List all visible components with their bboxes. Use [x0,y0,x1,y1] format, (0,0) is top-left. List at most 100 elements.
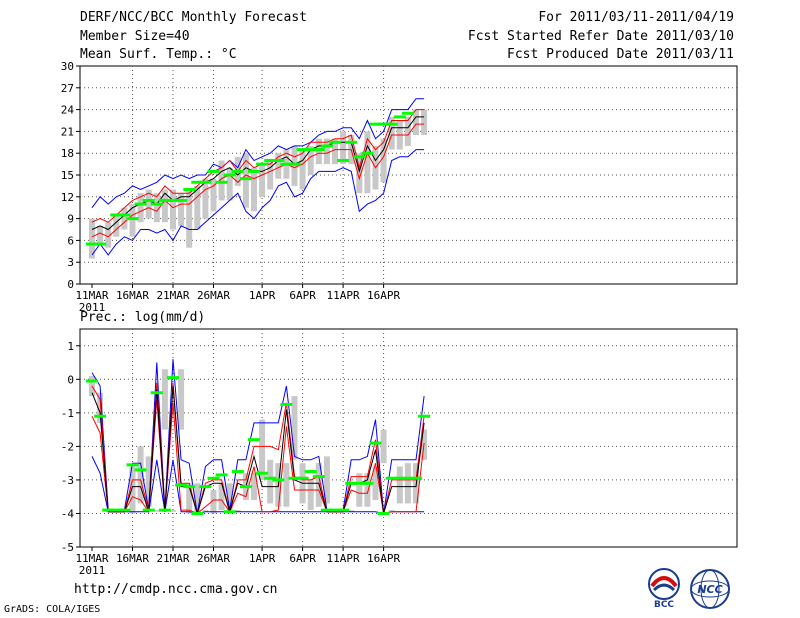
prec-spread-box [267,459,274,504]
prec-y-tick-label: 0 [67,373,74,386]
prec-spread-box [404,463,411,504]
temp-spread-box [226,167,233,201]
ncc-logo-text: NCC [697,583,722,596]
grads-credit: GrADS: COLA/IGES [4,604,101,615]
temp-spread-box [178,193,185,226]
prec-spread-box [251,473,257,501]
temp-spread-box [153,193,160,223]
temp-spread-box [105,222,112,248]
temp-spread-box [194,185,201,230]
prec-spread-box [186,483,193,514]
precipitation-panel: -5 -4 -3 -2 -1 0 1 11MAR 16MAR 21MAR 26MAR 1APR 6APR… [61,328,738,577]
prec-spread-box [129,466,136,514]
prec-spread-box [388,510,395,512]
temp-x-tick-label: 21MAR [156,289,189,302]
forecast-start-date: Fcst Started Refer Date 2011/03/10 [467,29,734,44]
temp-x-tick-label: 26MAR [197,289,230,302]
prec-spread-box [218,483,225,511]
prec-spread-box [178,369,185,430]
prec-spread-box [283,463,290,507]
temp-spread-box [404,116,411,146]
prec-x-tick-label: 16APR [367,552,400,565]
prec-spread-box [291,396,298,460]
prec-x-tick-label: 1APR [249,552,276,565]
temp-max-line [91,98,425,208]
temp-spread-box [307,145,314,175]
prec-spread-box [396,466,403,504]
prec-year-label: 2011 [79,564,106,577]
prec-x-tick-label: 6APR [289,552,316,565]
temp-y-tick-label: 9 [67,213,74,226]
temp-y-tick-label: 18 [61,147,74,160]
prec-y-tick-label: -5 [61,541,74,554]
temp-spread-box [202,178,209,219]
prec-spread-box [348,510,355,512]
temp-year-label: 2011 [79,301,106,314]
ncc-logo: NCC [690,569,730,609]
prec-spread-box [234,510,241,512]
temp-spread-box [267,160,274,190]
temp-spread-box [315,138,322,165]
temp-spread-box [186,189,193,248]
forecast-produced-date: Fcst Produced Date 2011/03/11 [507,47,734,62]
temp-spread-box [291,145,298,186]
prec-y-tick-label: -1 [61,407,74,420]
prec-spread-box [194,483,201,514]
prec-plot-frame [79,328,738,548]
temp-spread-box [89,218,95,259]
temp-x-tick-label: 16APR [367,289,400,302]
temp-upper-line [91,109,425,223]
temp-spread-box [323,138,330,165]
temp-x-tick-label: 1APR [249,289,276,302]
precipitation-label: Prec.: log(mm/d) [80,310,206,325]
temp-x-tick-label: 11MAR [75,289,108,302]
prec-spread-box [307,479,314,511]
prec-x-tick-label: 26MAR [197,552,230,565]
prec-mean-line [91,385,425,516]
member-size: Member Size=40 [80,29,190,44]
prec-spread-box [372,466,379,501]
temp-y-tick-label: 21 [61,125,74,138]
temp-spread-box [218,160,225,201]
prec-y-tick-label: 1 [67,340,74,353]
temp-x-tick-label: 6APR [289,289,316,302]
bcc-logo: BCC [648,568,680,610]
temperature-label: Mean Surf. Temp.: °C [80,47,237,62]
temp-min-line [91,149,425,256]
temp-spread-box [340,131,347,165]
temp-y-tick-label: 30 [61,60,74,73]
source-url[interactable]: http://cmdp.ncc.cma.gov.cn [74,582,278,597]
prec-spread-box [323,456,330,504]
prec-y-tick-label: -3 [61,474,74,487]
prec-spread-box [170,510,176,512]
prec-spread-box [210,489,217,514]
temp-spread-box [161,189,168,223]
temp-spread-box [413,109,419,136]
temp-spread-box [97,225,104,245]
prec-spread-box [364,473,371,507]
temp-y-tick-label: 6 [67,234,74,247]
temp-y-tick-label: 15 [61,169,74,182]
temp-lower-line [91,123,425,238]
temp-spread-box [210,178,217,212]
temp-spread-box [388,116,395,150]
temp-spread-box [137,193,144,223]
temp-spread-box [380,138,387,183]
prec-spread-box [380,429,387,464]
prec-spread-box [137,446,144,504]
temp-spread-box [364,131,371,194]
temp-spread-box [113,214,120,237]
temp-x-tick-label: 16MAR [116,289,149,302]
temp-spread-box [251,167,257,212]
prec-x-tick-label: 11MAR [75,552,108,565]
forecast-period: For 2011/03/11-2011/04/19 [538,10,734,25]
temp-spread-box [121,207,128,230]
temp-spread-box [299,149,306,190]
prec-upper-line [91,382,425,516]
temp-y-tick-label: 24 [61,104,75,117]
prec-spread-box [202,510,209,512]
temp-spread-box [259,164,266,197]
temp-spread-box [356,153,363,194]
prec-y-tick-label: -4 [61,507,75,520]
